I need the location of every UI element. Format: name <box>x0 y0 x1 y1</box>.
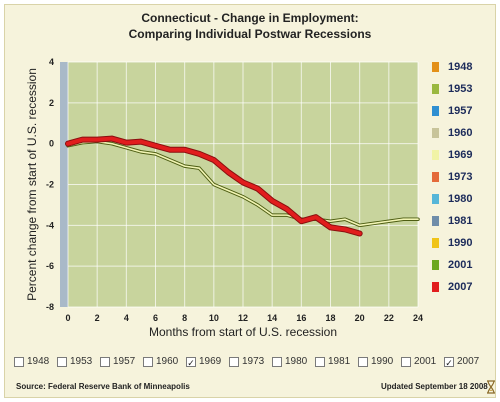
legend-item-1948: 1948 <box>432 59 472 75</box>
updated-note: Updated September 18 2008 <box>381 382 488 391</box>
hourglass-icon <box>487 380 495 394</box>
legend-swatch <box>432 238 439 248</box>
legend-item-1969: 1969 <box>432 147 472 163</box>
x-tick-label: 12 <box>238 313 248 323</box>
y-tick-label: -6 <box>46 261 54 271</box>
legend-label: 1973 <box>448 171 473 183</box>
toggle-checkbox[interactable] <box>100 356 110 367</box>
x-tick-label: 14 <box>267 313 277 323</box>
legend-item-1973: 1973 <box>432 169 472 185</box>
legend-label: 1969 <box>448 149 473 161</box>
x-tick-label: 24 <box>413 313 423 323</box>
x-tick-label: 8 <box>182 313 187 323</box>
legend-swatch <box>432 84 439 94</box>
series-line-1969 <box>67 140 419 227</box>
legend-swatch <box>432 106 439 116</box>
legend-label: 1990 <box>448 237 473 249</box>
toggle-checkbox[interactable]: ✓ <box>444 356 454 368</box>
toggle-label: 2007 <box>457 356 480 367</box>
legend-swatch <box>432 282 439 292</box>
toggle-checkbox[interactable] <box>14 356 24 367</box>
legend-label: 1980 <box>448 193 473 205</box>
toggle-checkbox[interactable] <box>272 356 282 367</box>
toggle-label: 1980 <box>285 356 308 367</box>
legend-item-1960: 1960 <box>432 125 472 141</box>
toggle-1957[interactable]: 1957 <box>100 356 135 367</box>
toggle-checkbox[interactable] <box>229 356 239 367</box>
toggle-1981[interactable]: 1981 <box>315 356 350 367</box>
legend-swatch <box>432 150 439 160</box>
legend-label: 2001 <box>448 259 473 271</box>
toggle-1953[interactable]: 1953 <box>57 356 92 367</box>
legend-item-2007: 2007 <box>432 279 472 295</box>
toggle-checkbox[interactable] <box>358 356 368 367</box>
toggle-1980[interactable]: 1980 <box>272 356 307 367</box>
toggle-2007[interactable]: ✓ 2007 <box>444 356 480 368</box>
y-tick-label: 4 <box>49 57 54 67</box>
legend-item-1957: 1957 <box>432 103 472 119</box>
toggle-1948[interactable]: 1948 <box>14 356 49 367</box>
toggle-checkbox[interactable]: ✓ <box>186 356 196 368</box>
x-tick-label: 18 <box>325 313 335 323</box>
legend-item-1980: 1980 <box>432 191 472 207</box>
legend-label: 1948 <box>448 61 473 73</box>
toggle-label: 1957 <box>113 356 136 367</box>
toggle-label: 2001 <box>414 356 437 367</box>
series-toggles: 1948 1953 1957 1960 ✓ 1969 1973 1980 1981 1990 200… <box>14 356 494 370</box>
x-axis-label: Months from start of U.S. recession <box>149 325 337 339</box>
legend-label: 1953 <box>448 83 473 95</box>
legend-item-1990: 1990 <box>432 235 472 251</box>
toggle-checkbox[interactable] <box>315 356 325 367</box>
legend-label: 1957 <box>448 105 473 117</box>
x-tick-label: 6 <box>153 313 158 323</box>
y-tick-label: 2 <box>49 98 54 108</box>
legend-swatch <box>432 194 439 204</box>
toggle-label: 1973 <box>242 356 265 367</box>
y-axis-label: Percent change from start of U.S. recess… <box>25 68 39 301</box>
legend-label: 1981 <box>448 215 473 227</box>
legend-item-1981: 1981 <box>432 213 472 229</box>
legend-swatch <box>432 172 439 182</box>
toggle-label: 1953 <box>70 356 93 367</box>
y-tick-label: 0 <box>49 139 54 149</box>
toggle-1990[interactable]: 1990 <box>358 356 393 367</box>
x-tick-label: 0 <box>65 313 70 323</box>
x-tick-label: 2 <box>95 313 100 323</box>
y-axis-strip <box>60 62 68 307</box>
x-tick-label: 22 <box>384 313 394 323</box>
legend-swatch <box>432 216 439 226</box>
y-tick-label: -8 <box>46 302 54 312</box>
y-tick-label: -2 <box>46 180 54 190</box>
chart-title: Connecticut - Change in Employment: <box>141 11 359 25</box>
toggle-1969[interactable]: ✓ 1969 <box>186 356 222 368</box>
toggle-label: 1969 <box>199 356 222 367</box>
toggle-label: 1981 <box>328 356 351 367</box>
toggle-checkbox[interactable] <box>143 356 153 367</box>
legend-item-1953: 1953 <box>432 81 472 97</box>
y-tick-label: -4 <box>46 220 54 230</box>
legend-label: 1960 <box>448 127 473 139</box>
legend-swatch <box>432 260 439 270</box>
toggle-checkbox[interactable] <box>57 356 67 367</box>
x-tick-label: 4 <box>124 313 129 323</box>
series-line-2007 <box>66 136 362 236</box>
chart-title-block: Connecticut - Change in Employment: Comp… <box>0 10 500 42</box>
toggle-1960[interactable]: 1960 <box>143 356 178 367</box>
legend-item-2001: 2001 <box>432 257 472 273</box>
toggle-checkbox[interactable] <box>401 356 411 367</box>
toggle-2001[interactable]: 2001 <box>401 356 436 367</box>
x-tick-label: 20 <box>355 313 365 323</box>
toggle-label: 1948 <box>27 356 50 367</box>
x-tick-label: 10 <box>209 313 219 323</box>
legend-label: 2007 <box>448 281 473 293</box>
chart-subtitle: Comparing Individual Postwar Recessions <box>128 27 372 41</box>
toggle-label: 1960 <box>156 356 179 367</box>
x-tick-label: 16 <box>296 313 306 323</box>
source-note: Source: Federal Reserve Bank of Minneapo… <box>16 382 190 391</box>
toggle-label: 1990 <box>371 356 394 367</box>
toggle-1973[interactable]: 1973 <box>229 356 264 367</box>
legend-swatch <box>432 128 439 138</box>
legend-swatch <box>432 62 439 72</box>
